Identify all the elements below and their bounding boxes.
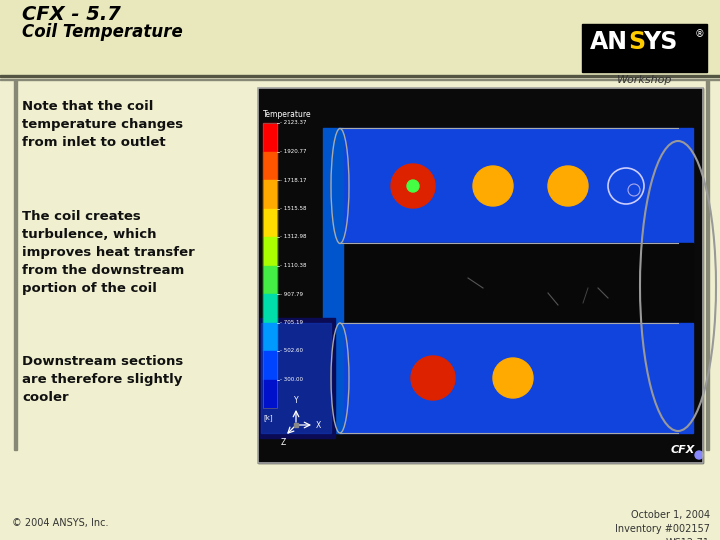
Text: - 502.60: - 502.60 (280, 348, 303, 354)
Bar (258, 88, 703, 463)
Bar (263, 351, 277, 380)
Text: Workshop: Workshop (617, 75, 672, 85)
Bar (582, 24, 707, 72)
Text: - 907.79: - 907.79 (280, 292, 303, 296)
Bar (260, 318, 335, 438)
Text: [k]: [k] (263, 414, 273, 421)
Circle shape (493, 358, 533, 398)
Text: S: S (628, 30, 645, 54)
Circle shape (548, 166, 588, 206)
Bar (706, 80, 709, 450)
Bar (261, 323, 331, 433)
Text: The coil creates
turbulence, which
improves heat transfer
from the downstream
po: The coil creates turbulence, which impro… (22, 210, 194, 295)
Text: - 1312.98: - 1312.98 (280, 234, 307, 240)
Text: - 705.19: - 705.19 (280, 320, 303, 325)
Bar (263, 208, 277, 237)
Text: Downstream sections
are therefore slightly
cooler: Downstream sections are therefore slight… (22, 355, 184, 404)
Bar (323, 128, 343, 433)
Circle shape (473, 166, 513, 206)
Text: YS: YS (643, 30, 678, 54)
Circle shape (391, 164, 435, 208)
Text: - 1110.38: - 1110.38 (280, 263, 307, 268)
Bar (14, 80, 17, 450)
Bar (0, 0, 720, 75)
Text: - 1515.58: - 1515.58 (280, 206, 307, 211)
Bar (263, 180, 277, 208)
Text: © 2004 ANSYS, Inc.: © 2004 ANSYS, Inc. (12, 518, 109, 528)
Bar (263, 380, 277, 408)
Text: Coil Temperature: Coil Temperature (22, 23, 183, 41)
Bar (263, 237, 277, 266)
Circle shape (695, 451, 703, 459)
Text: ®: ® (694, 29, 704, 39)
Bar (0, 79, 720, 80)
Text: CFX: CFX (670, 445, 695, 455)
Bar (0, 75, 720, 77)
Text: Temperature: Temperature (263, 110, 312, 119)
Text: Y: Y (294, 396, 298, 405)
Text: October 1, 2004
Inventory #002157
WS12-71: October 1, 2004 Inventory #002157 WS12-7… (615, 510, 710, 540)
Circle shape (411, 356, 455, 400)
Text: AN: AN (590, 30, 628, 54)
Bar (294, 423, 298, 427)
Bar (338, 323, 693, 433)
Text: - 1718.17: - 1718.17 (280, 178, 307, 183)
Bar (263, 266, 277, 294)
Bar (263, 123, 277, 152)
Bar (263, 152, 277, 180)
Bar (338, 128, 693, 243)
Text: - 300.00: - 300.00 (280, 377, 303, 382)
Bar (263, 123, 277, 408)
Text: - 1920.77: - 1920.77 (280, 149, 307, 154)
Circle shape (407, 180, 419, 192)
Text: Note that the coil
temperature changes
from inlet to outlet: Note that the coil temperature changes f… (22, 100, 183, 149)
Text: X: X (316, 421, 321, 429)
Text: - 2123.37: - 2123.37 (280, 120, 307, 125)
Text: Z: Z (280, 438, 286, 447)
Bar (338, 243, 693, 343)
Bar (258, 88, 703, 463)
Bar (263, 322, 277, 351)
Text: CFX - 5.7: CFX - 5.7 (22, 5, 121, 24)
Bar (263, 294, 277, 322)
